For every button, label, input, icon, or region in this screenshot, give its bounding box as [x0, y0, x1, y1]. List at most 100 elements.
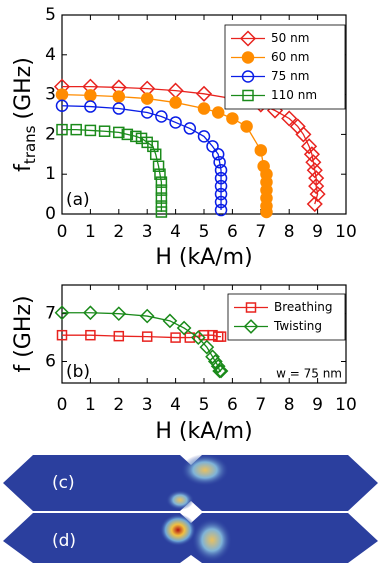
- marker-diamond: [306, 162, 323, 179]
- marker-square: [245, 302, 257, 313]
- legend-label: 75 nm: [271, 69, 309, 83]
- marker-diamond: [301, 138, 318, 155]
- marker-circle: [155, 110, 168, 123]
- marker-diamond: [309, 186, 326, 203]
- marker-circle: [240, 120, 253, 133]
- x-tick-label: 2: [113, 395, 124, 415]
- marker-diamond: [195, 85, 213, 102]
- marker-diamond: [190, 330, 206, 345]
- marker-circle: [214, 163, 228, 177]
- legend-box: [227, 293, 346, 341]
- field-spot: [160, 514, 196, 546]
- marker-square: [215, 331, 227, 342]
- marker-square: [154, 168, 166, 180]
- x-tick-label: 7: [255, 222, 266, 242]
- marker-circle: [254, 144, 268, 157]
- x-tick-label: 6: [227, 395, 238, 415]
- marker-diamond: [295, 126, 312, 143]
- y-tick-label: 0: [45, 204, 56, 224]
- marker-square: [155, 206, 168, 218]
- y-axis-label-sub: trans: [21, 125, 39, 164]
- marker-square: [155, 176, 168, 188]
- x-tick-label: 6: [227, 222, 238, 242]
- x-tick-label: 1: [85, 395, 96, 415]
- marker-square: [170, 332, 181, 343]
- marker-square: [56, 123, 68, 136]
- panel-c: (c): [3, 454, 378, 511]
- panel-label: (d): [52, 531, 76, 551]
- marker-circle: [197, 130, 211, 143]
- marker-circle: [84, 89, 97, 102]
- y-axis-label-main: f: [11, 163, 36, 172]
- marker-diamond: [212, 363, 227, 379]
- annotation: (b): [66, 362, 90, 382]
- marker-square: [141, 331, 153, 342]
- series-line: [62, 334, 222, 339]
- marker-square: [113, 330, 125, 342]
- marker-diamond: [205, 349, 220, 365]
- x-tick-label: 0: [57, 222, 68, 242]
- marker-circle: [55, 88, 69, 101]
- marker-square: [56, 329, 68, 341]
- annotation: w = 75 nm: [276, 367, 342, 381]
- marker-diamond: [308, 178, 325, 195]
- y-tick-label: 3: [45, 85, 56, 105]
- x-tick-label: 9: [312, 395, 323, 415]
- y-axis-label-main: f (GHz): [11, 295, 36, 372]
- marker-square: [70, 123, 82, 136]
- marker-diamond: [54, 305, 70, 321]
- x-tick-label: 5: [199, 222, 210, 242]
- y-axis-label: f (GHz): [11, 295, 36, 372]
- marker-square: [155, 200, 168, 212]
- marker-square: [149, 148, 162, 161]
- y-axis-label: ftrans (GHz): [11, 57, 39, 172]
- strip: [3, 455, 378, 511]
- x-axis-label: H (kA/m): [155, 245, 252, 270]
- y-tick-label: 1: [45, 164, 56, 184]
- marker-circle: [214, 203, 228, 217]
- marker-diamond: [207, 354, 223, 369]
- marker-circle: [214, 195, 228, 209]
- marker-diamond: [213, 363, 229, 379]
- x-tick-label: 10: [335, 395, 357, 415]
- x-tick-label: 4: [170, 222, 181, 242]
- panel-d: (d): [3, 513, 378, 563]
- x-tick-label: 8: [284, 222, 295, 242]
- marker-circle: [214, 187, 228, 201]
- panel-label: (c): [52, 473, 75, 493]
- marker-circle: [211, 106, 225, 119]
- y-tick-label: 2: [45, 124, 56, 144]
- x-tick-label: 3: [142, 222, 153, 242]
- series-line: [62, 128, 163, 213]
- legend-label: Twisting: [273, 319, 322, 333]
- marker-circle: [169, 96, 182, 109]
- marker-square: [152, 160, 165, 172]
- x-tick-label: 8: [284, 395, 295, 415]
- legend-label: Breathing: [274, 300, 333, 314]
- marker-diamond: [306, 195, 323, 213]
- x-tick-label: 4: [170, 395, 181, 415]
- annotation: (a): [66, 190, 90, 210]
- marker-circle: [140, 106, 154, 119]
- marker-square: [98, 125, 111, 137]
- marker-square: [85, 329, 96, 341]
- marker-circle: [112, 102, 126, 115]
- marker-square: [147, 140, 159, 153]
- field-spot: [166, 490, 194, 510]
- x-tick-label: 10: [335, 222, 357, 242]
- x-axis-label: H (kA/m): [155, 419, 252, 444]
- marker-diamond: [308, 170, 325, 187]
- marker-square: [242, 89, 254, 102]
- x-tick-label: 0: [57, 395, 68, 415]
- marker-diamond: [243, 319, 259, 334]
- marker-square: [121, 128, 134, 141]
- marker-diamond: [83, 305, 98, 321]
- x-tick-label: 1: [85, 222, 96, 242]
- marker-square: [184, 332, 196, 343]
- legend-label: 110 nm: [271, 88, 317, 102]
- marker-circle: [214, 179, 228, 193]
- y-tick-label: 7: [45, 304, 56, 324]
- y-tick-label: 6: [45, 351, 56, 371]
- marker-diamond: [239, 30, 257, 47]
- marker-circle: [214, 171, 228, 185]
